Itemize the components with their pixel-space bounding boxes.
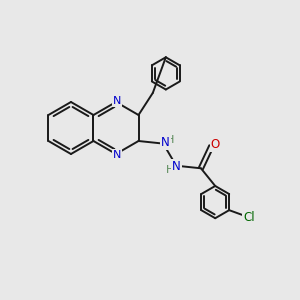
Text: N: N bbox=[113, 150, 121, 160]
Text: N: N bbox=[172, 160, 181, 173]
Text: O: O bbox=[211, 138, 220, 151]
Text: Cl: Cl bbox=[244, 211, 255, 224]
Text: H: H bbox=[166, 135, 174, 145]
Text: H: H bbox=[166, 165, 174, 175]
Text: N: N bbox=[161, 136, 170, 149]
Text: N: N bbox=[113, 96, 121, 106]
